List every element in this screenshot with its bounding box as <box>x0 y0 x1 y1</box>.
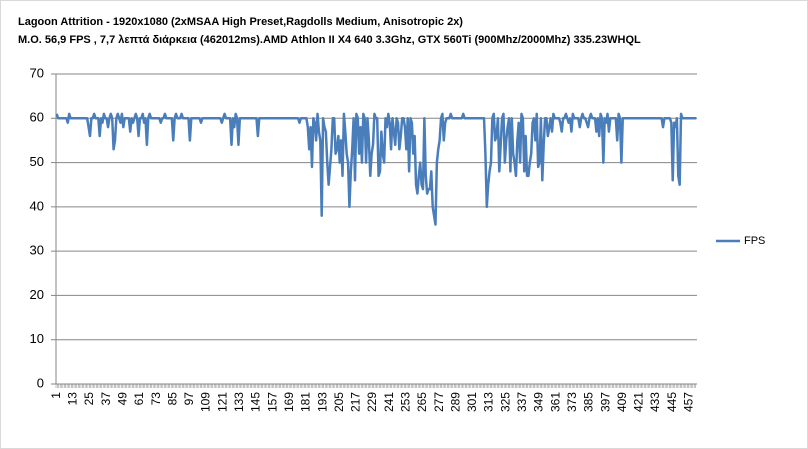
x-tick-label: 37 <box>99 392 113 406</box>
x-tick-label: 361 <box>548 392 562 412</box>
y-tick-label: 40 <box>30 198 44 213</box>
x-tick-label: 289 <box>448 392 462 412</box>
y-tick-label: 60 <box>30 110 44 125</box>
x-tick-label: 73 <box>149 392 163 406</box>
legend-label: FPS <box>744 235 765 247</box>
x-tick-label: 445 <box>665 392 679 412</box>
x-tick-label: 277 <box>432 392 446 412</box>
x-tick-label: 409 <box>615 392 629 412</box>
y-tick-label: 30 <box>30 243 44 258</box>
chart-subtitle: M.O. 56,9 FPS , 7,7 λεπτά διάρκεια (4620… <box>18 34 641 46</box>
x-tick-label: 433 <box>648 392 662 412</box>
chart-title: Lagoon Attrition - 1920x1080 (2xMSAA Hig… <box>18 16 463 28</box>
x-tick-label: 109 <box>199 392 213 412</box>
x-tick-label: 397 <box>598 392 612 412</box>
x-tick-label: 97 <box>182 392 196 406</box>
x-tick-label: 421 <box>632 392 646 412</box>
x-tick-label: 25 <box>82 392 96 406</box>
x-tick-label: 169 <box>282 392 296 412</box>
x-tick-label: 1 <box>49 392 63 399</box>
x-tick-label: 301 <box>465 392 479 412</box>
y-tick-label: 70 <box>30 65 44 80</box>
x-tick-label: 241 <box>382 392 396 412</box>
y-tick-label: 20 <box>30 287 44 302</box>
x-tick-label: 49 <box>115 392 129 406</box>
x-tick-label: 457 <box>682 392 696 412</box>
x-tick-label: 133 <box>232 392 246 412</box>
x-tick-label: 253 <box>399 392 413 412</box>
x-tick-label: 265 <box>415 392 429 412</box>
series-line <box>55 112 697 226</box>
x-tick-label: 373 <box>565 392 579 412</box>
x-tick-label: 157 <box>265 392 279 412</box>
x-tick-label: 325 <box>498 392 512 412</box>
y-tick-label: 10 <box>30 331 44 346</box>
x-tick-label: 13 <box>66 392 80 406</box>
x-tick-label: 61 <box>132 392 146 406</box>
y-tick-label: 50 <box>30 154 44 169</box>
x-tick-label: 313 <box>482 392 496 412</box>
x-tick-label: 85 <box>165 392 179 406</box>
x-tick-label: 229 <box>365 392 379 412</box>
x-tick-label: 337 <box>515 392 529 412</box>
x-tick-label: 121 <box>215 392 229 412</box>
x-tick-label: 181 <box>299 392 313 412</box>
x-tick-label: 145 <box>249 392 263 412</box>
x-tick-label: 385 <box>582 392 596 412</box>
x-tick-label: 193 <box>315 392 329 412</box>
y-tick-label: 0 <box>37 375 44 390</box>
x-tick-label: 217 <box>349 392 363 412</box>
x-tick-label: 349 <box>532 392 546 412</box>
x-tick-label: 205 <box>332 392 346 412</box>
